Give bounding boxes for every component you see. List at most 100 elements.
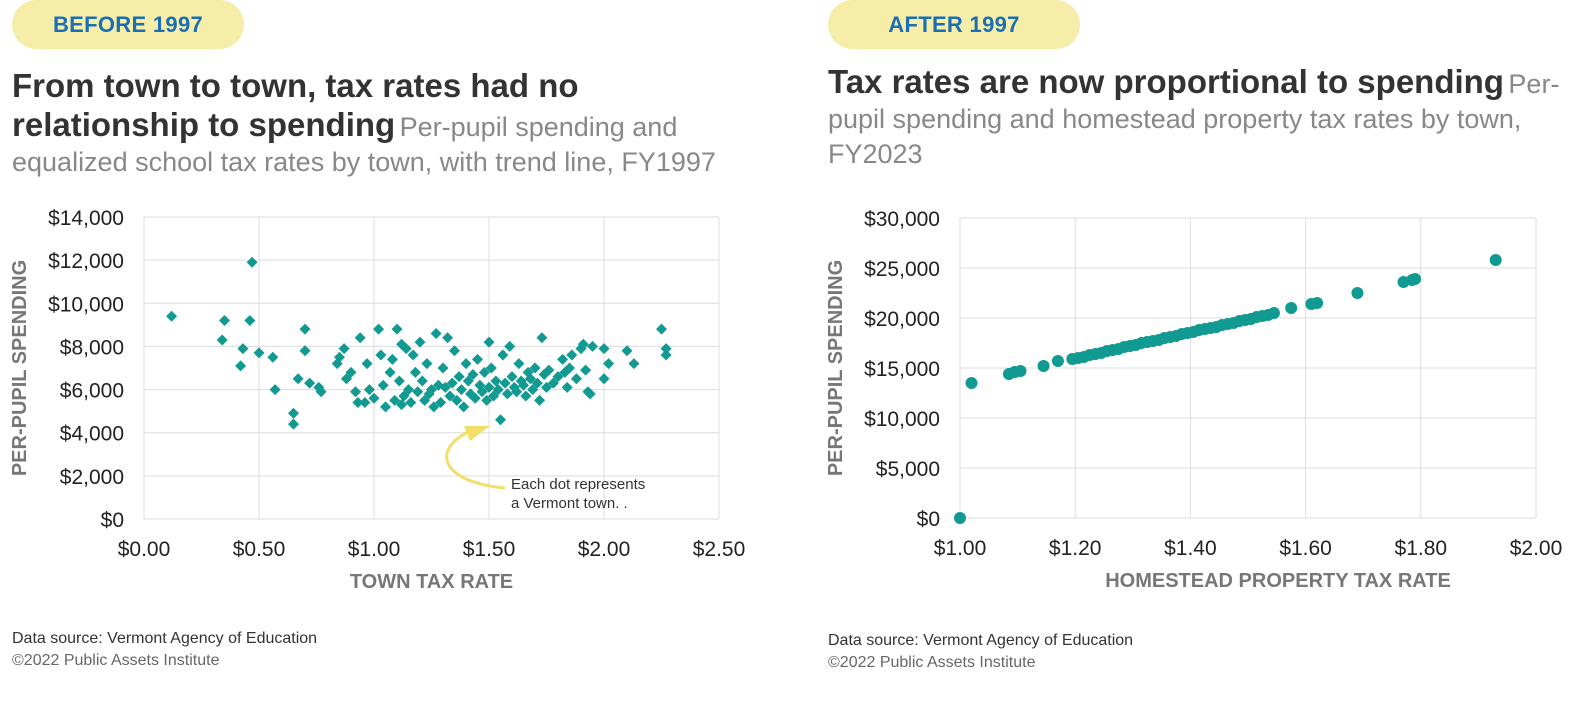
data-point bbox=[570, 373, 582, 385]
x-axis-title: HOMESTEAD PROPERTY TAX RATE bbox=[1105, 570, 1451, 592]
data-point bbox=[237, 343, 249, 355]
data-point bbox=[506, 371, 518, 383]
data-point bbox=[566, 349, 578, 361]
x-tick-label: $2.00 bbox=[1510, 537, 1563, 560]
data-point bbox=[603, 358, 615, 370]
y-tick-label: $20,000 bbox=[864, 308, 940, 331]
data-point bbox=[518, 379, 529, 391]
x-tick-label: $1.00 bbox=[348, 538, 401, 561]
x-tick-label: $2.50 bbox=[693, 538, 746, 561]
data-point bbox=[534, 394, 546, 406]
data-point bbox=[1351, 287, 1364, 299]
data-point bbox=[598, 343, 610, 355]
data-point bbox=[363, 384, 375, 396]
right-data-source: Data source: Vermont Agency of Education bbox=[828, 632, 1134, 649]
data-point bbox=[490, 375, 502, 387]
annotation-arrow bbox=[445, 430, 506, 490]
data-point bbox=[345, 366, 357, 378]
data-point bbox=[529, 362, 541, 374]
data-point bbox=[216, 334, 228, 346]
data-point bbox=[561, 381, 573, 393]
data-point bbox=[377, 379, 389, 391]
data-point bbox=[453, 371, 465, 383]
y-tick-label: $15,000 bbox=[864, 358, 940, 381]
x-tick-label: $0.50 bbox=[233, 538, 286, 561]
left-headline-block: From town to town, tax rates had no rela… bbox=[12, 66, 772, 180]
data-point bbox=[527, 384, 539, 396]
left-headline: From town to town, tax rates had no rela… bbox=[12, 67, 579, 143]
data-point bbox=[492, 384, 504, 396]
data-point bbox=[430, 327, 442, 339]
data-point bbox=[543, 364, 555, 376]
x-tick-label: $2.00 bbox=[578, 538, 631, 561]
data-point bbox=[1311, 297, 1324, 309]
data-point bbox=[288, 407, 299, 419]
data-point bbox=[244, 315, 256, 327]
data-point bbox=[476, 386, 488, 398]
data-point bbox=[660, 349, 672, 361]
y-axis-title: PER-PUPIL SPENDING bbox=[9, 260, 31, 476]
data-point bbox=[541, 381, 552, 393]
data-point bbox=[501, 388, 513, 400]
data-point bbox=[340, 373, 352, 385]
y-axis-title: PER-PUPIL SPENDING bbox=[825, 260, 847, 476]
before-1997-badge: BEFORE 1997 bbox=[12, 0, 244, 49]
y-tick-label: $6,000 bbox=[60, 380, 124, 403]
right-headline: Tax rates are now proportional to spendi… bbox=[828, 63, 1504, 100]
data-point bbox=[628, 358, 640, 370]
data-point bbox=[467, 368, 479, 380]
data-point bbox=[1267, 307, 1280, 319]
data-point bbox=[361, 358, 373, 370]
data-point bbox=[386, 353, 398, 365]
data-point bbox=[524, 373, 536, 385]
data-point bbox=[451, 394, 463, 406]
data-point bbox=[536, 332, 548, 344]
y-tick-label: $2,000 bbox=[60, 466, 124, 489]
data-point bbox=[368, 392, 380, 404]
right-subtitle: Per-pupil spending and homestead propert… bbox=[828, 69, 1560, 169]
data-point bbox=[396, 399, 408, 411]
right-headline-block: Tax rates are now proportional to spendi… bbox=[828, 62, 1578, 172]
y-tick-label: $4,000 bbox=[60, 423, 124, 446]
data-point bbox=[483, 381, 495, 393]
data-point bbox=[954, 512, 966, 524]
data-point bbox=[442, 332, 454, 344]
data-point bbox=[334, 351, 345, 363]
data-point bbox=[513, 358, 525, 370]
data-point bbox=[375, 349, 387, 361]
annotation-text: Each dot represents bbox=[511, 476, 645, 493]
x-tick-label: $1.80 bbox=[1395, 537, 1448, 560]
data-point bbox=[1037, 360, 1050, 372]
data-point bbox=[359, 397, 371, 409]
data-point bbox=[253, 347, 265, 359]
data-point bbox=[478, 366, 490, 378]
data-point bbox=[656, 323, 667, 335]
data-point bbox=[660, 343, 672, 355]
y-tick-label: $10,000 bbox=[864, 408, 940, 431]
data-point bbox=[292, 373, 304, 385]
before-1997-scatter-chart: $0 $2,000 $4,000 $6,000 $8,000 $10,000 $12,000… bbox=[9, 207, 746, 593]
data-point bbox=[384, 366, 396, 378]
data-point bbox=[504, 340, 516, 352]
data-point bbox=[598, 373, 610, 385]
data-point bbox=[398, 390, 410, 402]
data-point bbox=[621, 345, 633, 357]
x-tick-label: $1.40 bbox=[1164, 537, 1217, 560]
badge-label: AFTER 1997 bbox=[888, 11, 1020, 37]
data-point bbox=[472, 353, 483, 365]
data-point bbox=[446, 377, 458, 389]
data-point bbox=[288, 418, 299, 430]
data-point bbox=[235, 360, 247, 372]
y-tick-label: $14,000 bbox=[48, 207, 124, 230]
data-point bbox=[412, 386, 424, 398]
data-point bbox=[380, 401, 391, 413]
badge-label: BEFORE 1997 bbox=[52, 11, 204, 37]
data-point bbox=[444, 390, 456, 402]
data-point bbox=[439, 381, 451, 393]
data-point bbox=[393, 375, 405, 387]
data-point bbox=[965, 377, 978, 389]
data-point bbox=[1409, 273, 1422, 285]
data-point bbox=[435, 397, 447, 409]
after-1997-scatter-chart: $0 $5,000 $10,000 $15,000 $20,000 $25,000 $30,… bbox=[825, 208, 1563, 592]
data-point bbox=[531, 377, 543, 389]
